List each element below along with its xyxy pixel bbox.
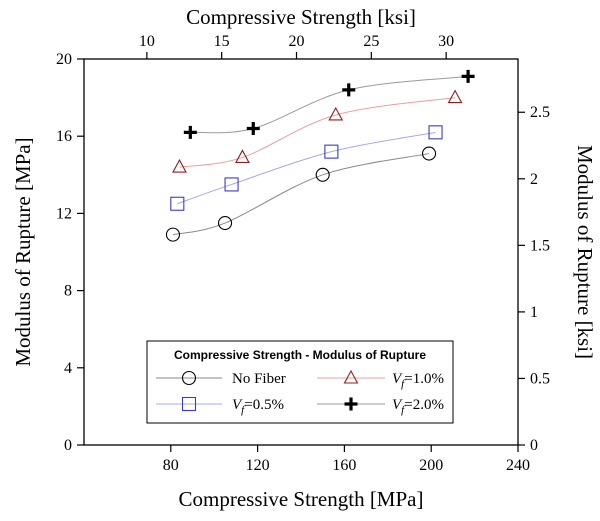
legend-marker-triangle <box>343 369 359 384</box>
data-point-square <box>324 144 339 159</box>
legend-box <box>146 340 454 424</box>
y-tick-label: 20 <box>56 51 72 68</box>
legend-title: Compressive Strength - Modulus of Ruptur… <box>174 348 426 362</box>
y-tick-label: 12 <box>56 205 72 222</box>
y2-tick-label: 2.5 <box>530 104 550 121</box>
x-axis-title: Compressive Strength [MPa] <box>179 487 424 511</box>
y-tick-label: 16 <box>56 128 72 145</box>
y2-axis-title: Modulus of Rupture [ksi] <box>573 145 597 359</box>
data-point-square <box>224 177 239 192</box>
x-tick-label: 120 <box>246 457 270 474</box>
y2-tick-label: 0.5 <box>530 370 550 387</box>
data-point-circle <box>421 146 437 161</box>
x-tick-label: 160 <box>332 457 356 474</box>
y-tick-label: 0 <box>64 437 72 454</box>
data-point-plus <box>461 69 475 83</box>
y2-tick-label: 1.5 <box>530 237 550 254</box>
data-point-circle <box>315 167 330 182</box>
data-point-triangle <box>328 106 344 121</box>
y2-tick-label: 0 <box>530 437 538 454</box>
data-point-circle <box>165 227 181 242</box>
series-line <box>179 97 456 168</box>
x-tick-label: 240 <box>506 457 530 474</box>
x-tick-label: 80 <box>163 457 179 474</box>
data-point-square <box>170 196 185 211</box>
data-point-plus <box>183 125 197 139</box>
series-markers <box>165 69 475 242</box>
x2-axis-title: Compressive Strength [ksi] <box>186 5 416 29</box>
legend-item: Vf=0.5% <box>156 396 284 416</box>
x2-tick-label: 15 <box>214 33 230 50</box>
data-point-circle <box>218 216 233 231</box>
legend-label: Vf=2.0% <box>392 397 444 416</box>
x-tick-label: 200 <box>419 457 443 474</box>
y2-tick-label: 2 <box>530 171 538 188</box>
legend-label: No Fiber <box>232 371 286 387</box>
x2-tick-label: 25 <box>363 33 379 50</box>
data-point-triangle <box>172 158 187 173</box>
data-point-triangle <box>447 89 463 104</box>
data-point-plus <box>246 121 260 135</box>
legend-marker-plus <box>344 397 358 411</box>
legend-item: Vf=1.0% <box>317 369 444 390</box>
series-line <box>177 131 436 205</box>
legend-marker-circle <box>181 370 197 386</box>
legend-item: Vf=2.0% <box>317 397 444 416</box>
y-axis-title: Modulus of Rupture [MPa] <box>11 137 35 366</box>
y2-tick-label: 1 <box>530 304 538 321</box>
data-point-triangle <box>234 149 250 163</box>
series-line <box>172 153 430 236</box>
x2-tick-label: 10 <box>139 33 155 50</box>
legend: Compressive Strength - Modulus of Ruptur… <box>146 340 454 424</box>
legend-label: Vf=1.0% <box>392 371 444 390</box>
x2-tick-label: 30 <box>438 33 454 50</box>
legend-marker-square <box>181 396 197 412</box>
legend-label: Vf=0.5% <box>232 397 284 416</box>
legend-items: No Fiber Vf=1.0% Vf=0.5% Vf=2.0% <box>156 369 444 416</box>
x2-tick-label: 20 <box>289 33 305 50</box>
legend-item: No Fiber <box>156 370 286 387</box>
data-point-square <box>428 125 443 140</box>
data-point-plus <box>342 83 356 97</box>
series-lines <box>172 75 469 236</box>
plot-frame <box>83 58 519 446</box>
y-tick-label: 8 <box>64 283 72 300</box>
y-tick-label: 4 <box>64 360 72 377</box>
series-line <box>190 75 469 134</box>
